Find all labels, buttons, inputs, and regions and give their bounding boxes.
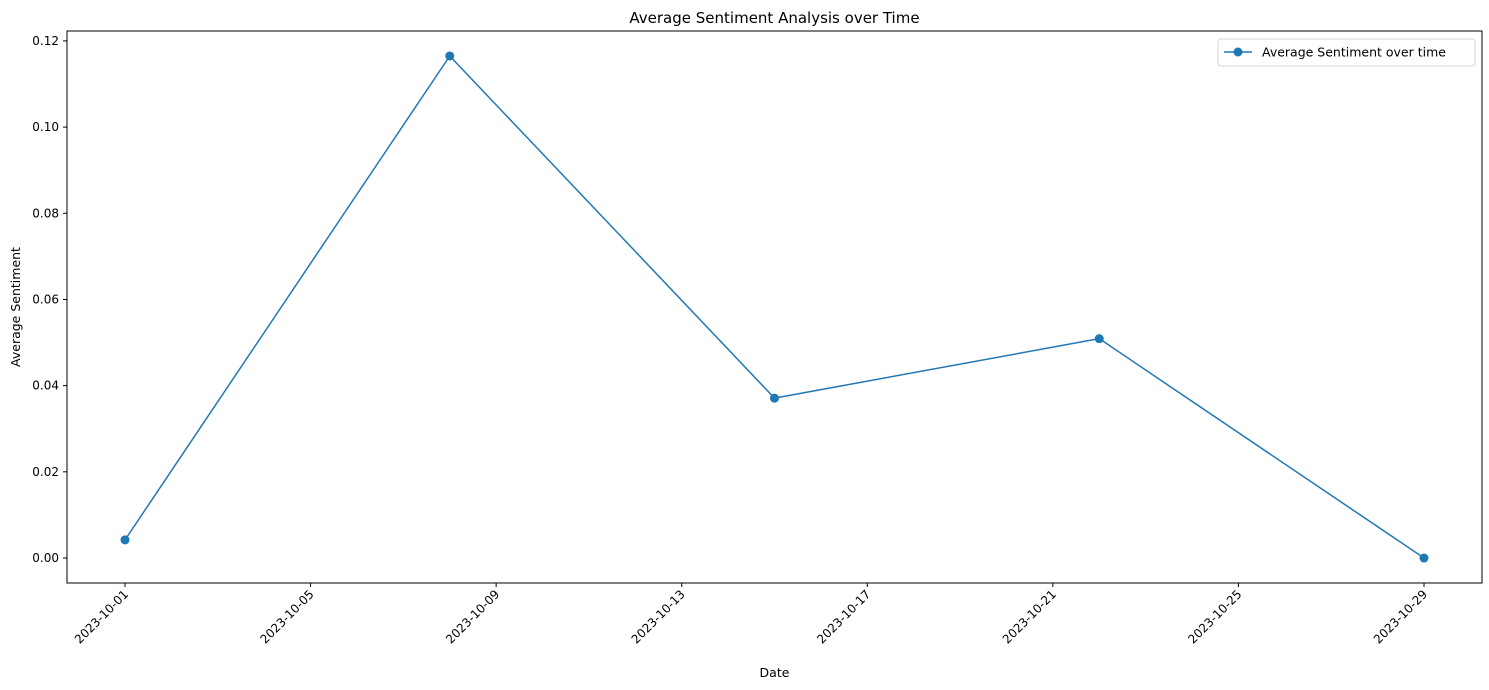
data-point [445,51,455,61]
x-tick-label: 2023-10-05 [257,587,316,646]
y-tick-label: 0.08 [32,206,59,220]
y-tick-label: 0.12 [32,34,59,48]
y-axis-title: Average Sentiment [8,247,23,367]
y-tick-label: 0.06 [32,292,59,306]
y-axis: 0.00 0.02 0.04 0.06 0.08 0.10 0.12 [32,34,67,565]
data-point [1419,553,1429,563]
x-tick-label: 2023-10-09 [443,587,502,646]
plot-area [66,30,1483,584]
data-point [120,535,130,545]
x-tick-label: 2023-10-17 [814,587,873,646]
y-tick-label: 0.00 [32,551,59,565]
series-line [124,55,1425,559]
y-tick-label: 0.10 [32,120,59,134]
y-tick-label: 0.04 [32,379,59,393]
x-tick-label: 2023-10-29 [1371,587,1430,646]
y-tick-label: 0.02 [32,465,59,479]
data-point [770,393,779,403]
legend-marker-swatch [1233,47,1243,57]
series-layer [120,51,1429,563]
data-point [1094,334,1104,344]
legend-entry-label: Average Sentiment over time [1262,45,1446,60]
legend: Average Sentiment over time [1217,38,1476,67]
legend-box [1217,38,1476,67]
x-tick-label: 2023-10-13 [629,587,688,646]
chart-title: Average Sentiment Analysis over Time [629,9,919,27]
x-tick-label: 2023-10-21 [1000,587,1059,646]
x-axis: 2023-10-01 2023-10-05 2023-10-09 2023-10-13… [72,583,1430,646]
x-tick-label: 2023-10-25 [1185,587,1244,646]
x-tick-label: 2023-10-01 [72,587,131,646]
x-axis-title: Date [760,665,790,680]
